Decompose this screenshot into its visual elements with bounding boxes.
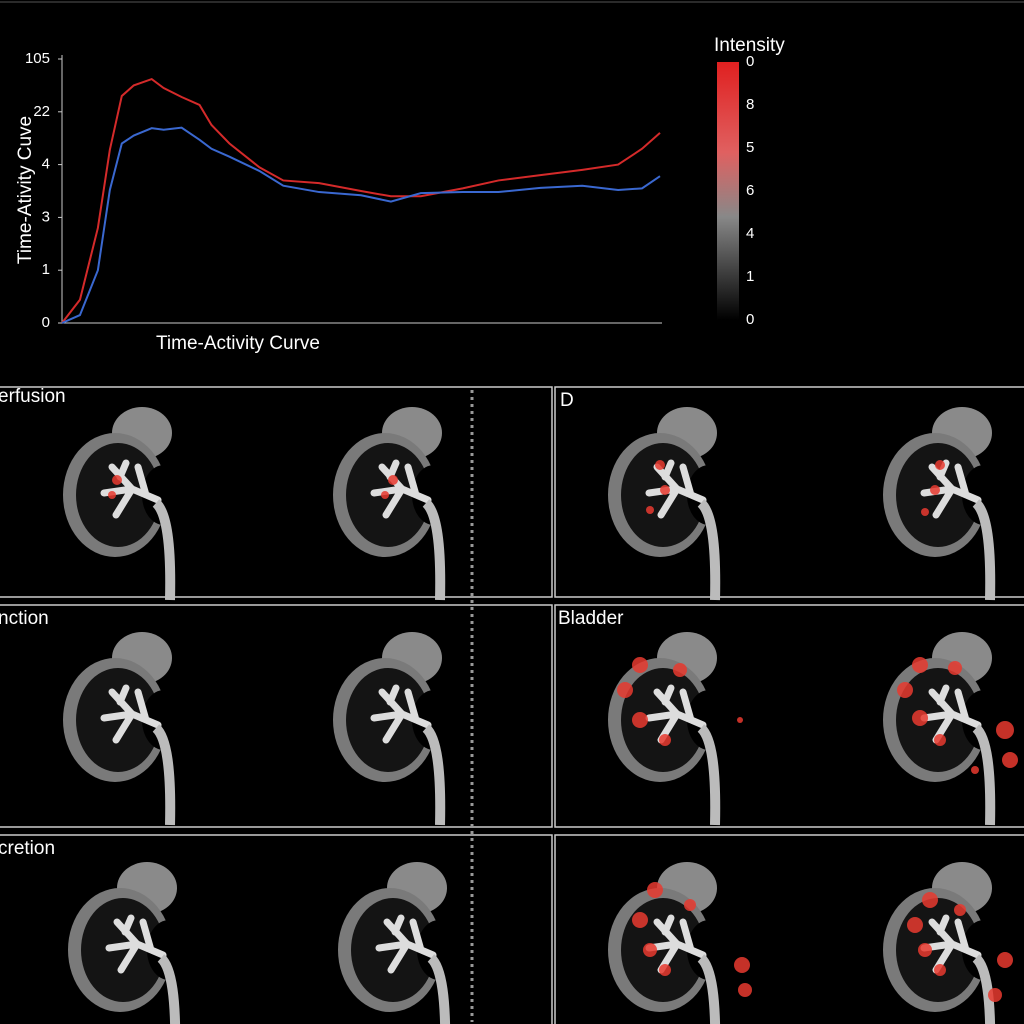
hotspots — [108, 460, 1018, 1002]
colorbar-label: 0 — [746, 53, 754, 70]
y-tick-label: 1 — [42, 261, 50, 278]
series-line — [61, 126, 661, 324]
panel-label: nction — [0, 608, 49, 629]
colorbar — [717, 62, 739, 320]
y-tick-label: 4 — [42, 156, 50, 173]
colorbar-label: 0 — [746, 311, 754, 328]
colorbar-label: 1 — [746, 268, 754, 285]
y-axis-label: Time-Ativity Cuve — [15, 116, 36, 264]
x-axis-label: Time-Activity Curve — [156, 333, 320, 354]
colorbar-label: 6 — [746, 182, 754, 199]
colorbar-title: Intensity — [714, 35, 785, 56]
series-line — [61, 77, 661, 324]
y-tick-label: 105 — [25, 50, 50, 67]
colorbar-label: 4 — [746, 225, 754, 242]
panel-label: erfusion — [0, 386, 66, 407]
panel-label: Bladder — [558, 608, 624, 629]
panel-label: cretion — [0, 838, 55, 859]
panel-frames — [0, 386, 1024, 1024]
y-tick-label: 3 — [42, 208, 50, 225]
colorbar-label: 5 — [746, 139, 754, 156]
y-tick-label: 22 — [33, 103, 50, 120]
y-tick-label: 0 — [42, 314, 50, 331]
panel-label: D — [560, 390, 574, 411]
colorbar-label: 8 — [746, 96, 754, 113]
